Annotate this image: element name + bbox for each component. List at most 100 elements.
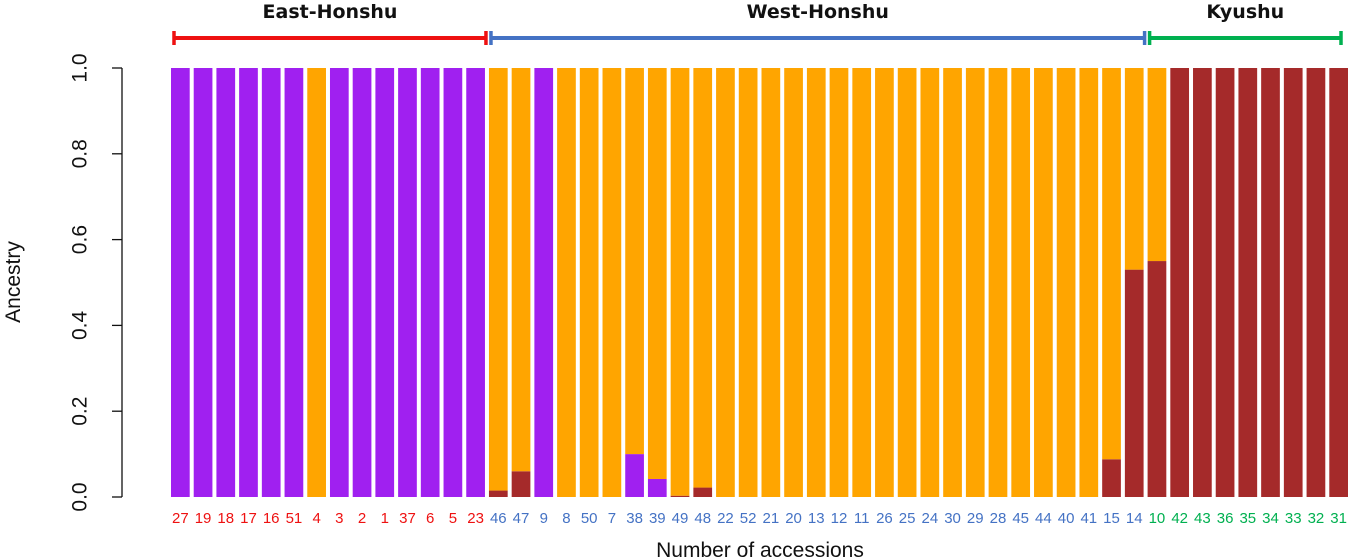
bar-segment-orange-21 bbox=[761, 68, 781, 497]
x-tick-label: 34 bbox=[1262, 510, 1279, 527]
y-tick-label: 1.0 bbox=[69, 53, 92, 82]
bar-segment-darkred-14 bbox=[1124, 269, 1144, 497]
x-tick-label: 30 bbox=[944, 510, 961, 527]
bar-segment-orange-20 bbox=[784, 68, 803, 497]
x-tick-label: 21 bbox=[763, 510, 780, 527]
bar-segment-darkred-35 bbox=[1238, 68, 1258, 497]
bar-segment-purple-9 bbox=[534, 68, 554, 497]
bar-segment-orange-25 bbox=[897, 68, 917, 497]
x-tick-label: 7 bbox=[608, 510, 616, 527]
bar-segment-orange-52 bbox=[738, 68, 758, 497]
x-tick-label: 16 bbox=[263, 510, 280, 527]
y-axis: 0.0 0.2 0.4 0.6 0.8 1.0 bbox=[69, 53, 123, 512]
bar-segment-purple-19 bbox=[193, 68, 213, 497]
x-tick-label: 52 bbox=[740, 510, 757, 527]
bar-segment-darkred-10 bbox=[1147, 261, 1167, 497]
bar-segment-darkred-49 bbox=[670, 495, 690, 497]
y-tick-label: 0.6 bbox=[69, 225, 92, 254]
bar-segment-orange-22 bbox=[716, 68, 735, 497]
bar-segment-darkred-33 bbox=[1283, 68, 1303, 497]
y-tick-label: 0.2 bbox=[69, 397, 92, 426]
bar-segment-purple-2 bbox=[352, 68, 372, 497]
bar-segment-orange-12 bbox=[829, 68, 849, 497]
x-tick-label: 41 bbox=[1080, 510, 1097, 527]
bar-segment-orange-48 bbox=[693, 68, 713, 488]
bar-segment-darkred-15 bbox=[1102, 459, 1121, 497]
bar-segment-purple-16 bbox=[261, 68, 281, 497]
x-tick-label: 50 bbox=[581, 510, 598, 527]
x-tick-label: 8 bbox=[562, 510, 570, 527]
bar-segment-darkred-46 bbox=[488, 490, 508, 497]
bar-segment-orange-46 bbox=[488, 68, 508, 491]
bar-segment-darkred-31 bbox=[1329, 68, 1348, 497]
bar-segment-orange-47 bbox=[511, 68, 531, 472]
x-axis-title: Number of accessions bbox=[656, 539, 864, 560]
x-tick-label: 46 bbox=[490, 510, 507, 527]
bar-segment-purple-37 bbox=[398, 68, 417, 497]
x-tick-label: 12 bbox=[831, 510, 848, 527]
bar-segment-orange-28 bbox=[988, 68, 1008, 497]
bar-segment-purple-18 bbox=[216, 68, 236, 497]
bar-segment-darkred-48 bbox=[693, 487, 713, 497]
bar-segment-purple-3 bbox=[329, 68, 349, 497]
x-tick-label: 28 bbox=[990, 510, 1007, 527]
x-tick-label: 25 bbox=[899, 510, 916, 527]
x-tick-label: 6 bbox=[426, 510, 434, 527]
bar-segment-orange-38 bbox=[625, 68, 644, 455]
x-tick-label: 9 bbox=[540, 510, 548, 527]
x-tick-label: 2 bbox=[358, 510, 366, 527]
x-tick-label: 4 bbox=[312, 510, 320, 527]
bar-segment-purple-6 bbox=[420, 68, 440, 497]
x-tick-label: 26 bbox=[876, 510, 893, 527]
y-tick-label: 0.4 bbox=[69, 310, 92, 340]
x-tick-label: 17 bbox=[240, 510, 257, 527]
x-tick-label: 3 bbox=[335, 510, 343, 527]
bar-segment-orange-11 bbox=[852, 68, 872, 497]
bar-segment-purple-17 bbox=[239, 68, 258, 497]
bar-segment-darkred-36 bbox=[1215, 68, 1235, 497]
x-tick-label: 49 bbox=[672, 510, 689, 527]
region-label: Kyushu bbox=[1206, 1, 1284, 23]
region-label: West-Honshu bbox=[747, 1, 889, 23]
x-tick-label: 24 bbox=[921, 510, 938, 527]
bar-segment-orange-26 bbox=[875, 68, 894, 497]
y-tick-label: 0.0 bbox=[69, 482, 92, 511]
x-tick-label: 27 bbox=[172, 510, 189, 527]
x-tick-label: 13 bbox=[808, 510, 825, 527]
region-label: East-Honshu bbox=[263, 1, 398, 23]
bar-segment-orange-40 bbox=[1056, 68, 1076, 497]
bar-segment-darkred-42 bbox=[1170, 68, 1190, 497]
bar-segment-purple-38 bbox=[625, 454, 644, 497]
x-tick-label: 33 bbox=[1285, 510, 1302, 527]
bar-segment-orange-29 bbox=[965, 68, 985, 497]
bar-segment-orange-10 bbox=[1147, 68, 1167, 262]
bar-segment-orange-49 bbox=[670, 68, 690, 496]
bar-segment-purple-1 bbox=[375, 68, 395, 497]
x-tick-label: 18 bbox=[217, 510, 234, 527]
x-tick-label: 29 bbox=[967, 510, 984, 527]
stacked-bars bbox=[171, 68, 1348, 497]
y-tick-label: 0.8 bbox=[69, 139, 92, 168]
x-tick-label: 1 bbox=[381, 510, 389, 527]
x-tick-label: 45 bbox=[1012, 510, 1029, 527]
x-tick-label: 40 bbox=[1058, 510, 1075, 527]
bar-segment-orange-13 bbox=[806, 68, 826, 497]
bar-segment-purple-27 bbox=[171, 68, 190, 497]
bar-segment-purple-51 bbox=[284, 68, 304, 497]
x-tick-label: 32 bbox=[1308, 510, 1325, 527]
x-tick-label: 42 bbox=[1171, 510, 1188, 527]
bar-segment-orange-4 bbox=[307, 68, 326, 497]
x-tick-label: 44 bbox=[1035, 510, 1052, 527]
bar-segment-orange-7 bbox=[602, 68, 622, 497]
region-brackets: East-Honshu West-Honshu Kyushu bbox=[172, 1, 1343, 45]
bar-segment-purple-23 bbox=[466, 68, 485, 497]
x-tick-label: 22 bbox=[717, 510, 734, 527]
x-tick-label: 31 bbox=[1330, 510, 1347, 527]
x-tick-label: 38 bbox=[626, 510, 643, 527]
bar-segment-darkred-43 bbox=[1193, 68, 1212, 497]
bar-segment-orange-8 bbox=[557, 68, 576, 497]
x-tick-label: 14 bbox=[1126, 510, 1143, 527]
x-tick-label: 36 bbox=[1217, 510, 1234, 527]
bar-segment-orange-24 bbox=[920, 68, 940, 497]
